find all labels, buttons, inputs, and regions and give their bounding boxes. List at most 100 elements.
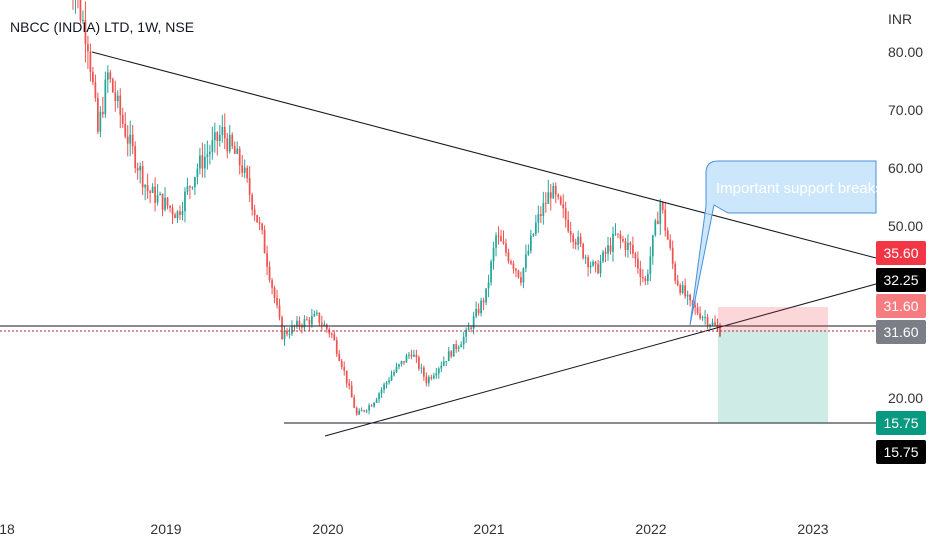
candle-body [574, 241, 577, 245]
candle [452, 343, 455, 357]
price-badge-bg [876, 440, 926, 464]
candle [134, 141, 137, 174]
candle [522, 267, 525, 289]
price-badge-label: 32.25 [883, 272, 918, 288]
candle-body [649, 256, 652, 275]
candle [358, 408, 361, 416]
y-tick-label: 80.00 [888, 44, 923, 60]
candle [671, 240, 674, 270]
candle [485, 288, 487, 306]
candle-body [288, 333, 291, 335]
candle [597, 260, 599, 275]
y-tick-label: 60.00 [888, 160, 923, 176]
candle-body [554, 185, 557, 195]
candle [495, 232, 497, 257]
candle-body [651, 235, 654, 257]
candle-body [594, 261, 597, 265]
candle [639, 260, 642, 286]
candle-body [699, 313, 701, 319]
candle [607, 236, 609, 261]
candle-body [622, 239, 624, 242]
candle-body [462, 336, 465, 345]
candle-body [477, 308, 480, 314]
candle-body [646, 274, 649, 281]
candle-body [435, 373, 438, 376]
candle-body [318, 312, 321, 324]
candle-body [490, 261, 492, 283]
candle [398, 363, 400, 370]
candle-body [666, 230, 669, 240]
price-badge-label: 31.60 [883, 298, 918, 314]
candle-body [487, 282, 490, 289]
candle [490, 259, 492, 286]
candle [632, 236, 634, 259]
candle [539, 206, 542, 223]
x-tick-label: 2022 [635, 521, 666, 537]
candle [624, 237, 627, 257]
candle [440, 361, 443, 373]
candle-body [502, 241, 505, 244]
candle-body [607, 245, 609, 254]
candle-body [79, 0, 82, 21]
candle [442, 356, 445, 367]
candle-body [306, 319, 308, 321]
price-badge: 15.75 [876, 411, 926, 435]
candle-body [233, 146, 236, 154]
candle [383, 382, 385, 394]
candle-body [87, 44, 89, 52]
candle-body [171, 207, 174, 215]
candle [594, 260, 597, 273]
candle [502, 230, 505, 245]
candle [445, 360, 448, 367]
candle-body [99, 111, 102, 132]
candle [246, 165, 249, 183]
candle-body [194, 177, 196, 188]
candle [223, 113, 226, 150]
candle-body [614, 233, 617, 235]
candle [278, 298, 281, 321]
candle [430, 374, 433, 381]
candle-body [92, 71, 94, 83]
candle [154, 177, 156, 212]
candle-body [106, 72, 109, 80]
candle [335, 336, 338, 357]
candle-body [681, 285, 684, 293]
candle [706, 313, 709, 330]
candle-body [365, 410, 368, 412]
candle [507, 248, 510, 264]
candle-body [634, 253, 637, 259]
candle [276, 289, 278, 309]
candle [360, 407, 363, 412]
candle [418, 355, 420, 371]
candle-body [480, 300, 482, 314]
callout-text: Important support breaks [716, 180, 883, 197]
candle-body [340, 360, 343, 368]
candle-body [437, 368, 440, 374]
candle [425, 372, 428, 387]
candle [201, 142, 204, 178]
candle-body [629, 242, 632, 246]
candle [681, 281, 684, 295]
candle [323, 320, 326, 326]
candle-body [258, 222, 261, 224]
annotation-callout: Important support breaks [689, 160, 883, 326]
candle-body [136, 168, 139, 171]
candle [475, 301, 477, 319]
candle [114, 80, 117, 112]
candle [340, 359, 343, 370]
candle [96, 92, 99, 135]
candle [301, 323, 303, 334]
candle-body [559, 197, 562, 205]
candle [552, 182, 555, 199]
candle-body [303, 319, 306, 328]
candle [129, 120, 132, 157]
candle-body [278, 305, 281, 318]
candle [413, 349, 415, 358]
candle [109, 69, 112, 83]
candle-body [452, 344, 455, 357]
candle [572, 232, 575, 249]
candle-body [709, 324, 711, 326]
price-badge-label: 35.60 [883, 245, 918, 261]
drawings-layer: Important support breaks [0, 51, 883, 437]
